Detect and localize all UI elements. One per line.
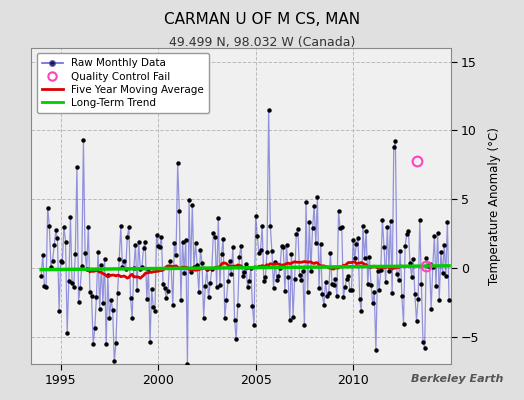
Y-axis label: Temperature Anomaly (°C): Temperature Anomaly (°C) xyxy=(488,127,501,285)
Text: CARMAN U OF M CS, MAN: CARMAN U OF M CS, MAN xyxy=(164,12,360,27)
Text: Berkeley Earth: Berkeley Earth xyxy=(411,374,503,384)
Legend: Raw Monthly Data, Quality Control Fail, Five Year Moving Average, Long-Term Tren: Raw Monthly Data, Quality Control Fail, … xyxy=(37,53,209,113)
Text: 49.499 N, 98.032 W (Canada): 49.499 N, 98.032 W (Canada) xyxy=(169,36,355,49)
